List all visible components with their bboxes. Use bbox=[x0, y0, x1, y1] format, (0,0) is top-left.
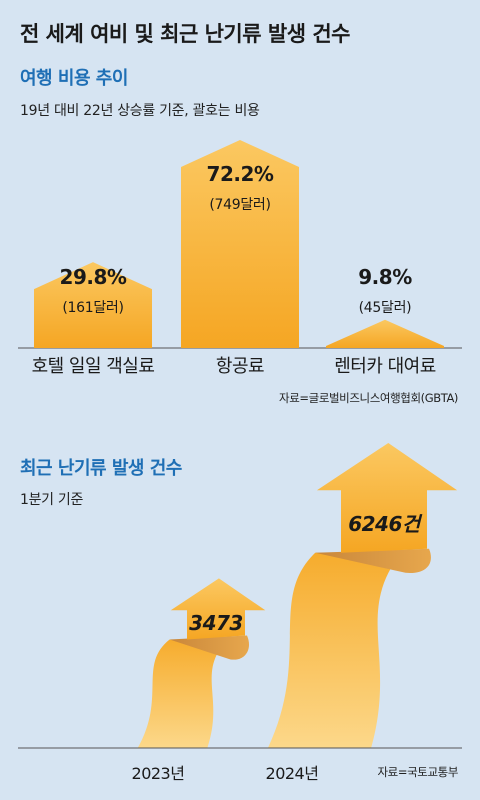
ribbon-trunk-2023 bbox=[137, 639, 228, 748]
category-label-hotel: 호텔 일일 객실료 bbox=[31, 356, 155, 377]
year-label-2024: 2024년 bbox=[265, 764, 319, 783]
travel-cost-subtitle: 19년 대비 22년 상승률 기준, 괄호는 비용 bbox=[20, 103, 260, 119]
turbulence-subtitle: 1분기 기준 bbox=[20, 492, 84, 508]
value-label-hotel: 29.8% bbox=[59, 265, 127, 289]
travel-cost-title: 여행 비용 추이 bbox=[20, 68, 128, 89]
category-label-airfare: 항공료 bbox=[215, 356, 265, 377]
amount-label-airfare: (749달러) bbox=[209, 197, 271, 213]
main-title: 전 세계 여비 및 최근 난기류 발생 건수 bbox=[20, 22, 350, 46]
bar-airfare bbox=[181, 140, 299, 348]
ribbon-fold-2023 bbox=[169, 635, 250, 660]
category-label-rental: 렌터카 대여료 bbox=[334, 356, 436, 377]
ribbon-arrow-2024 bbox=[316, 443, 458, 553]
turbulence-title: 최근 난기류 발생 건수 bbox=[20, 458, 182, 479]
count-label-2024: 6246건 bbox=[348, 511, 420, 536]
amount-label-rental: (45달러) bbox=[358, 300, 412, 316]
ribbon-trunk-2024 bbox=[267, 552, 402, 748]
value-label-rental: 9.8% bbox=[358, 265, 412, 289]
bar-hotel bbox=[34, 262, 152, 348]
turbulence-source: 자료=국토교통부 bbox=[377, 765, 459, 779]
ribbon-arrow-2023 bbox=[170, 578, 266, 640]
count-label-2023: 3473 bbox=[189, 610, 243, 635]
bar-rental bbox=[326, 319, 444, 348]
value-label-airfare: 72.2% bbox=[206, 162, 274, 186]
year-label-2023: 2023년 bbox=[131, 764, 185, 783]
ribbon-fold-2024 bbox=[315, 548, 431, 574]
travel-cost-source: 자료=글로벌비즈니스여행협회(GBTA) bbox=[279, 391, 458, 405]
amount-label-hotel: (161달러) bbox=[62, 300, 124, 316]
